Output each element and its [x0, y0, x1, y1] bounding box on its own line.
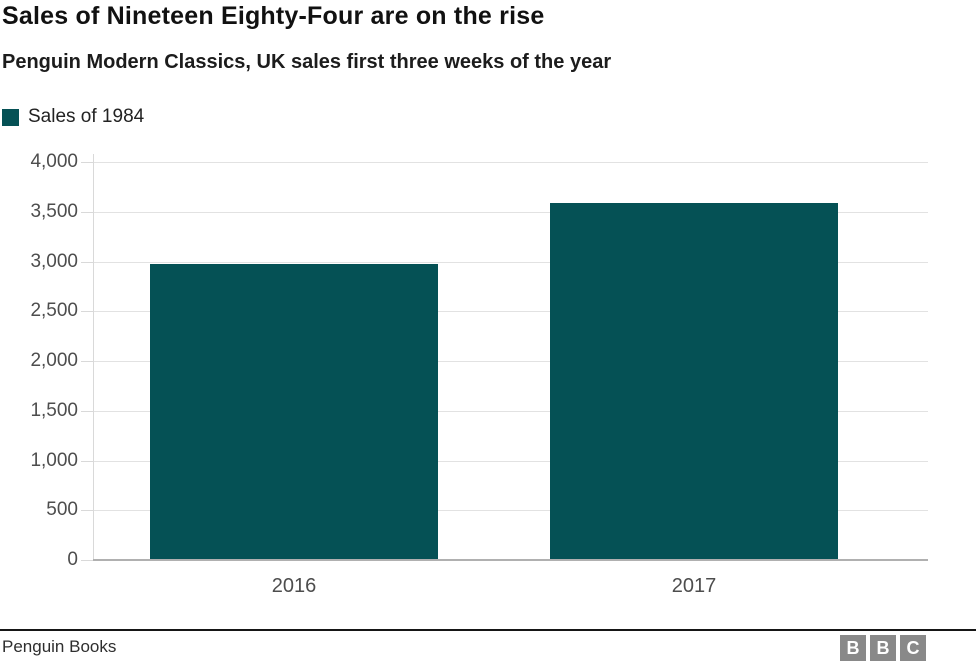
- y-tick-4000: [81, 162, 93, 163]
- chart-title: Sales of Nineteen Eighty-Four are on the…: [2, 2, 545, 30]
- source-attribution: Penguin Books: [2, 637, 117, 656]
- bbc-logo-block-1: B: [840, 635, 866, 661]
- y-axis-label-3000: 3,000: [30, 251, 78, 272]
- y-tick-1500: [81, 411, 93, 412]
- y-axis-label-3500: 3,500: [30, 201, 78, 222]
- legend-swatch-icon: [2, 108, 19, 126]
- y-tick-1000: [81, 461, 93, 462]
- gridline-y-2500: [93, 311, 928, 312]
- y-axis-label-1500: 1,500: [30, 400, 78, 421]
- legend-label: Sales of 1984: [28, 106, 145, 127]
- y-axis-line: [93, 154, 94, 560]
- y-tick-3500: [81, 212, 93, 213]
- y-tick-2500: [81, 311, 93, 312]
- chart-subtitle: Penguin Modern Classics, UK sales first …: [2, 51, 612, 73]
- x-axis-label-2017: 2017: [671, 575, 717, 597]
- y-tick-3000: [81, 262, 93, 263]
- bbc-logo-block-3: C: [900, 635, 926, 661]
- bar-2016: [150, 264, 438, 560]
- y-axis-label-4000: 4,000: [30, 151, 78, 172]
- y-tick-0: [81, 560, 93, 561]
- footer-divider: [0, 629, 976, 631]
- legend: Sales of 1984: [2, 106, 144, 128]
- gridline-y-4000: [93, 162, 928, 163]
- gridline-y-3500: [93, 212, 928, 213]
- x-axis-line: [93, 559, 928, 561]
- y-axis-label-0: 0: [67, 549, 78, 570]
- y-axis-label-2500: 2,500: [30, 300, 78, 321]
- gridline-y-3000: [93, 262, 928, 263]
- y-tick-500: [81, 510, 93, 511]
- gridline-y-1000: [93, 461, 928, 462]
- gridline-y-500: [93, 510, 928, 511]
- gridline-y-1500: [93, 411, 928, 412]
- gridline-y-2000: [93, 361, 928, 362]
- y-axis-label-1000: 1,000: [30, 450, 78, 471]
- bar-2017: [550, 203, 838, 560]
- x-axis-label-2016: 2016: [271, 575, 317, 597]
- bbc-logo-block-2: B: [870, 635, 896, 661]
- y-axis-label-500: 500: [46, 499, 78, 520]
- y-axis-label-2000: 2,000: [30, 350, 78, 371]
- y-tick-2000: [81, 361, 93, 362]
